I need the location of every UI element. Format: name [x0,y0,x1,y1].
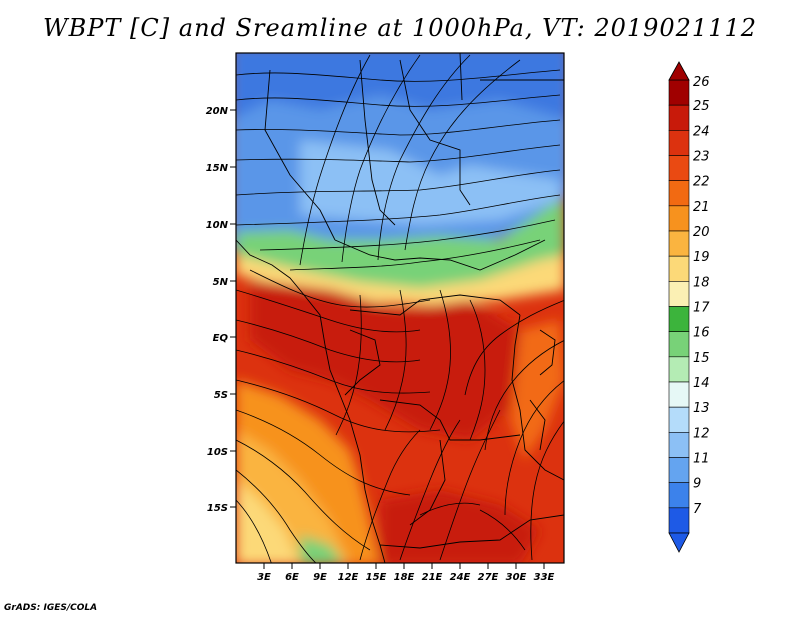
colorbar-label: 21 [693,200,710,215]
colorbar-box [668,104,690,131]
colorbar-box [668,79,690,106]
lat-label-15n: 15N [206,163,229,174]
lon-label-12e: 12E [338,572,359,583]
colorbar-box [668,331,690,358]
lat-axis: 20N 15N 10N 5N EQ 5S 10S 15S [206,106,236,514]
wbpt-field [236,53,564,563]
lat-label-15s: 15S [207,503,228,514]
lon-label-27e: 27E [478,572,499,583]
colorbar-box [668,281,690,307]
lon-label-9e: 9E [313,572,327,583]
colorbar-bottom-arrow [668,532,690,553]
colorbar-label: 15 [693,351,710,366]
colorbar-label: 24 [693,124,710,139]
colorbar-label: 25 [693,99,710,114]
lat-label-5s: 5S [214,390,228,401]
lon-label-30e: 30E [506,572,527,583]
colorbar-box [668,155,690,181]
colorbar-box [668,356,690,383]
colorbar-top-arrow [668,61,690,81]
country-borders [236,53,564,563]
colorbar-label: 22 [693,175,710,190]
lon-axis: 3E 6E 9E 12E 15E 18E 21E 24E 27E 30E 33E [257,563,555,583]
colorbar-box [668,180,690,207]
chart-title: WBPT [C] and Sreamline at 1000hPa, VT: 2… [42,14,758,42]
lat-label-eq: EQ [213,333,229,344]
footer-credit: GrADS: IGES/COLA [4,603,98,613]
lon-label-33e: 33E [534,572,555,583]
streamlines [236,54,564,563]
colorbar-box [668,381,690,408]
lon-label-3e: 3E [257,572,271,583]
colorbar-label: 14 [693,376,710,391]
lat-label-5n: 5N [213,277,229,288]
lon-label-15e: 15E [366,572,387,583]
colorbar-labels: 26 25 24 23 22 21 20 19 18 17 16 15 14 13 12 11 9 7 [693,75,710,517]
lon-label-6e: 6E [285,572,299,583]
lon-label-24e: 24E [450,572,471,583]
colorbar-label: 16 [693,326,710,341]
colorbar: 26 25 24 23 22 21 20 19 18 17 16 15 14 13 12 11 9 7 [668,61,710,553]
colorbar-box [668,507,690,534]
colorbar-box [668,205,690,232]
colorbar-box [668,406,690,433]
colorbar-label: 9 [693,477,701,492]
colorbar-box [668,130,690,156]
colorbar-box [668,432,690,458]
colorbar-label: 18 [693,275,710,290]
lat-label-10n: 10N [206,220,229,231]
lat-label-10s: 10S [207,447,228,458]
lat-label-20n: 20N [206,106,229,117]
colorbar-label: 11 [693,452,710,467]
colorbar-box [668,255,690,282]
colorbar-label: 7 [693,502,702,517]
colorbar-label: 13 [693,401,710,416]
lon-label-18e: 18E [394,572,415,583]
lon-label-21e: 21E [422,572,443,583]
colorbar-box [668,457,690,483]
colorbar-box [668,230,690,257]
colorbar-label: 23 [693,150,710,165]
colorbar-box [668,482,690,509]
colorbar-label: 26 [693,75,710,90]
colorbar-label: 17 [693,301,710,316]
colorbar-label: 20 [693,225,710,240]
colorbar-boxes [668,79,690,534]
map-frame [235,52,565,564]
colorbar-box [668,306,690,332]
colorbar-label: 12 [693,426,710,441]
colorbar-label: 19 [693,250,710,265]
